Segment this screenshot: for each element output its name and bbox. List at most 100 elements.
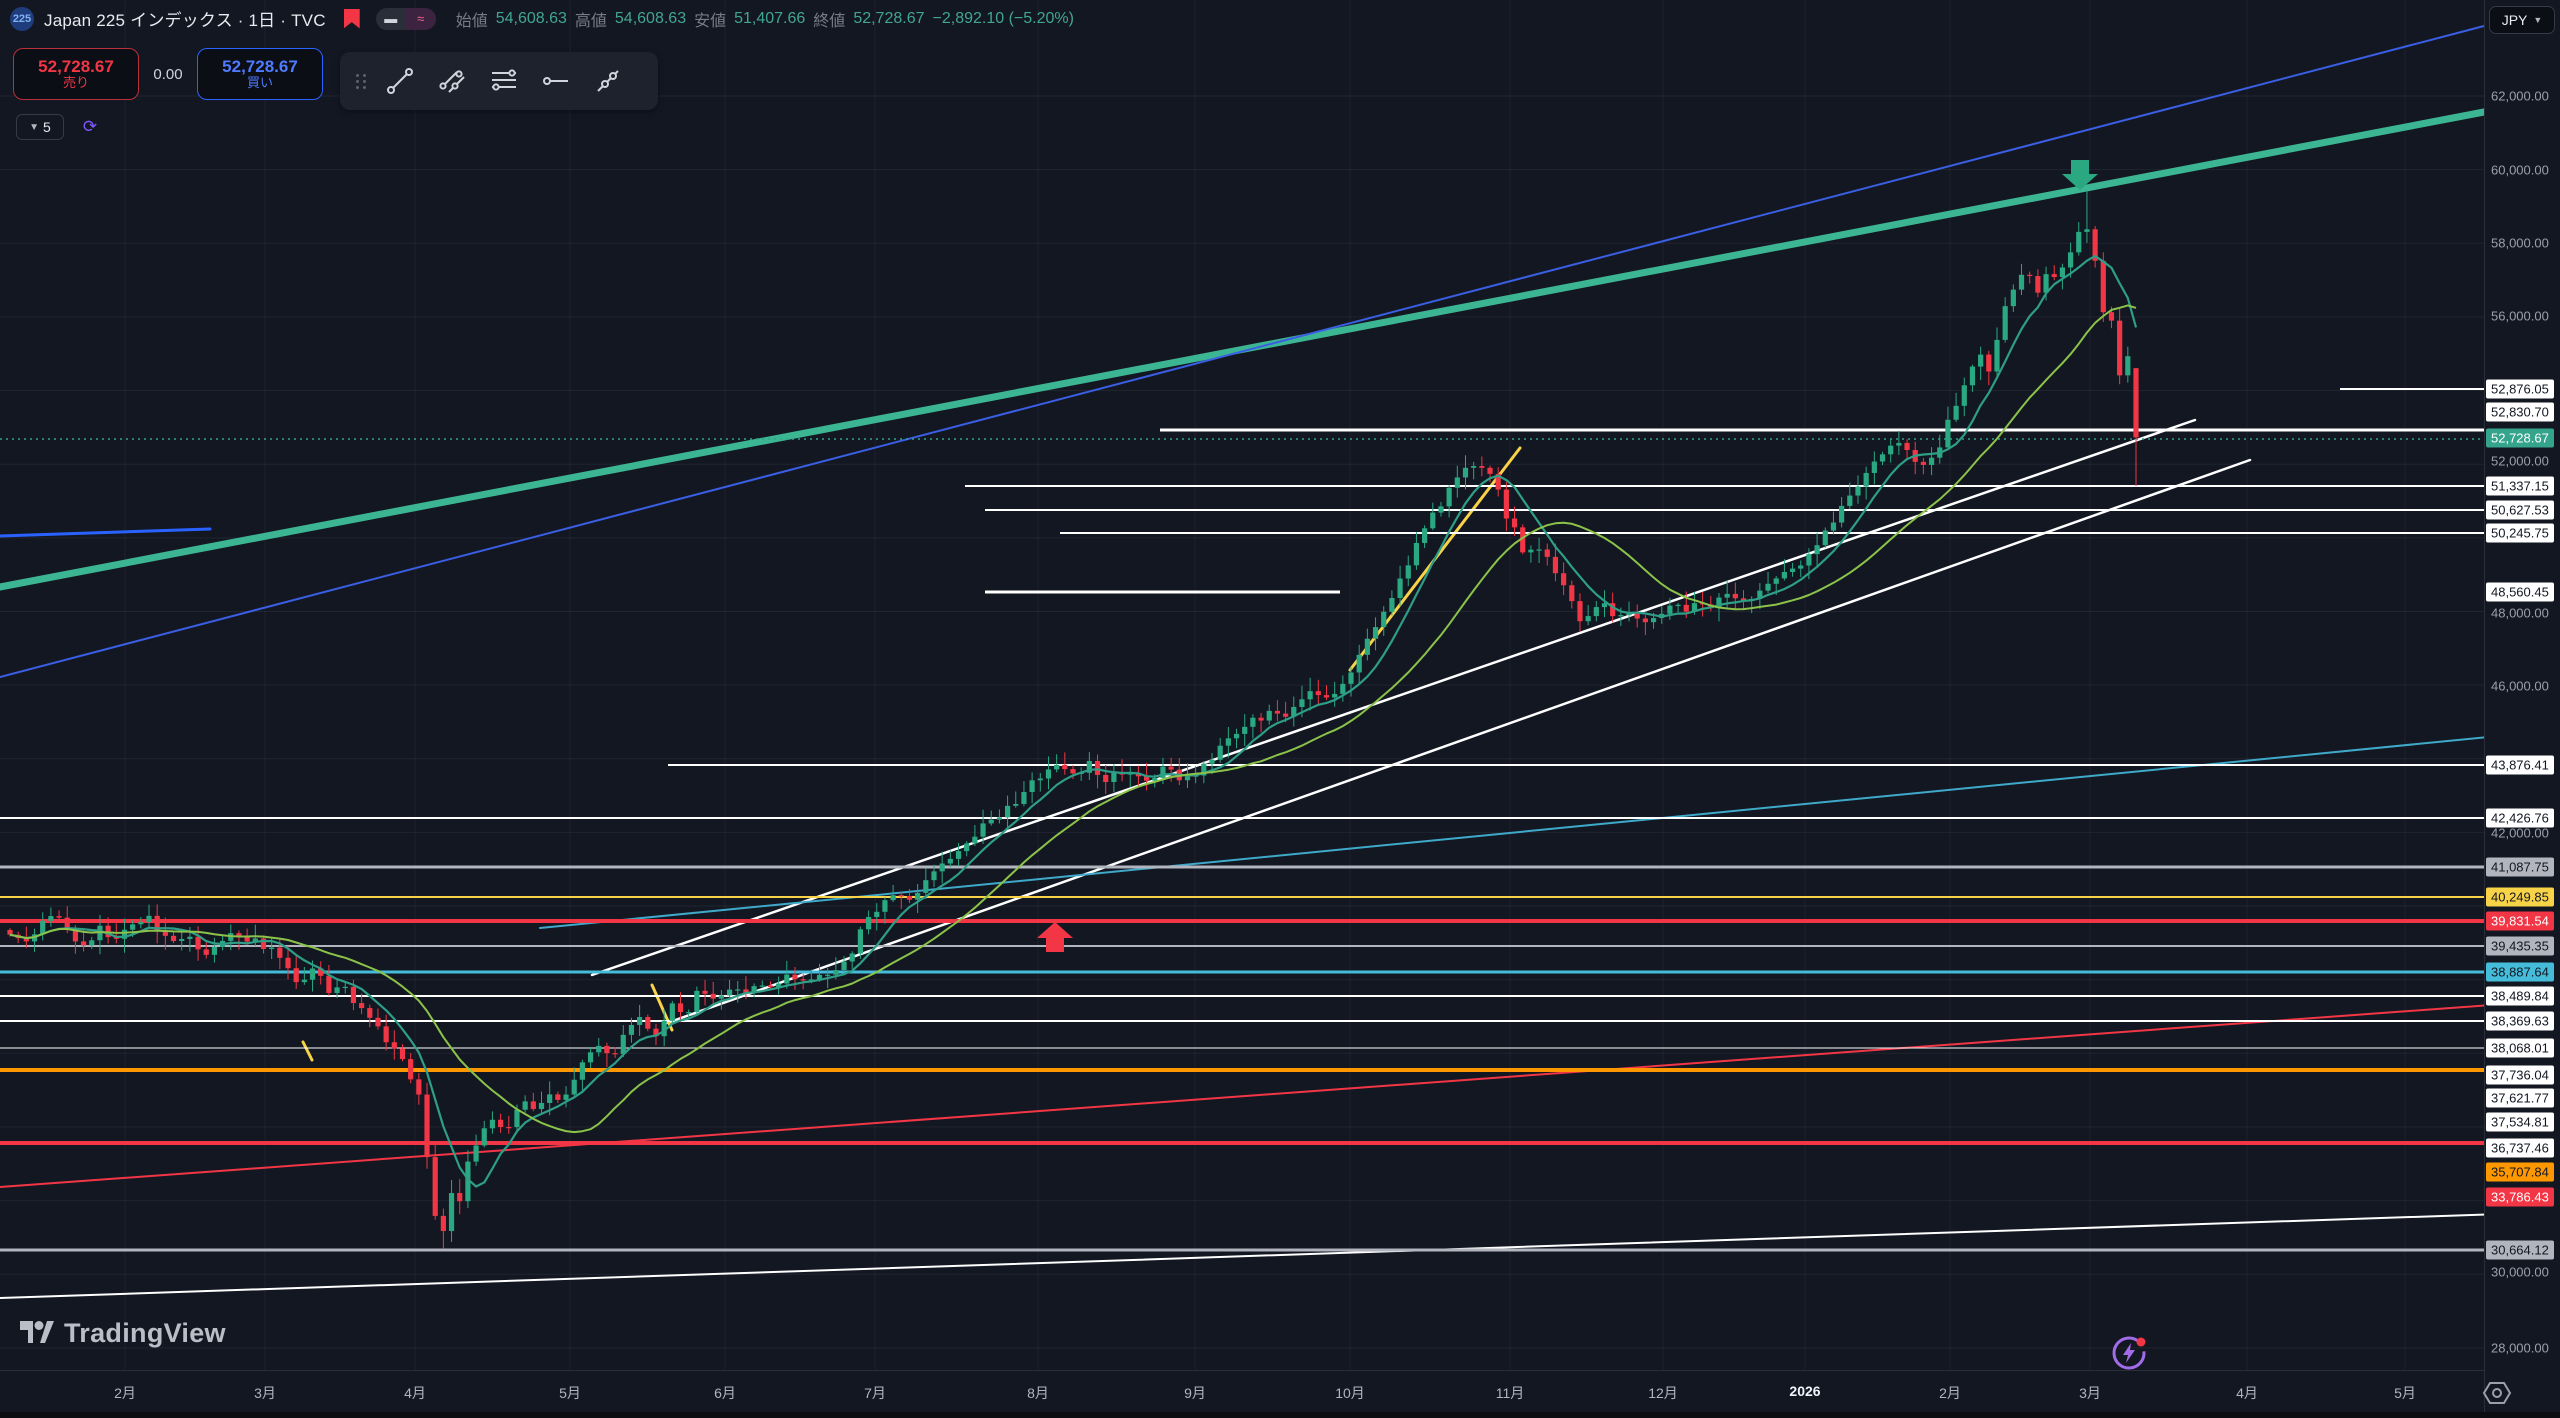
price-axis-label: 62,000.00 [2491,88,2549,104]
low-label: 安値 [694,12,727,30]
yellow-tick-1[interactable] [650,983,674,1032]
open-value: 54,608.63 [495,9,567,27]
price-level-label: 33,786.43 [2486,1187,2554,1207]
time-axis-label: 9月 [1184,1385,1206,1401]
refresh-icon[interactable]: ⟳ [82,117,98,136]
major-resistance-trendline[interactable] [0,108,2488,591]
change-value: −2,892.10 (−5.20%) [932,9,1074,27]
price-axis-label: 48,000.00 [2491,605,2549,621]
high-value: 54,608.63 [614,9,687,27]
price-level-label: 43,876.41 [2486,755,2554,775]
bottom-strip [0,1412,2560,1418]
blue-trendline[interactable] [0,25,2485,678]
drag-handle-icon[interactable] [348,73,374,89]
quantity-selector[interactable]: ▼ 5 [16,114,64,140]
time-axis-label: 4月 [404,1385,426,1401]
watermark-text: TradingView [64,1318,226,1348]
horizontal-ray-icon[interactable] [530,59,582,103]
chevron-down-icon: ▼ [29,121,40,133]
currency-selector-button[interactable]: JPY ▼ [2489,6,2555,34]
price-level-label: 50,245.75 [2486,523,2554,543]
price-level-label: 52,830.70 [2486,402,2554,422]
low-value: 51,407.66 [734,9,806,27]
tradingview-watermark: TradingView [20,1318,226,1349]
currency-label: JPY [2501,12,2528,28]
open-label: 始値 [455,12,488,30]
approx-toggle-icon[interactable]: ≈ [405,7,436,30]
time-axis-label: 5月 [2394,1385,2416,1401]
price-axis-label: 52,000.00 [2491,453,2549,469]
price-axis-label: 56,000.00 [2491,308,2549,324]
hexagon-settings-icon[interactable] [2481,1377,2513,1409]
arrow-down-marker[interactable] [2062,160,2098,190]
current-price-label: 52,728.67 [2486,428,2554,448]
price-level-label: 35,707.84 [2486,1162,2554,1182]
price-axis[interactable]: JPY ▼ 62,000.00 60,000.00 58,000.00 56,000.… [2484,0,2560,1418]
horizontal-lines-icon[interactable] [478,59,530,103]
symbol-legend: 225 Japan 225 インデックス · 1日 · TVC ▬ ≈ 始値 54… [10,6,1074,31]
time-axis[interactable]: 2月 3月 4月 5月 6月 7月 8月 9月 10月 11月 12月 2026 2月 3月 4月 5月 [0,1370,2560,1413]
price-level-label: 41,087.75 [2486,857,2554,877]
time-axis-label: 6月 [714,1385,736,1401]
buy-button[interactable]: 52,728.67 買い [197,48,323,100]
price-level-label: 38,369.63 [2486,1011,2554,1031]
price-axis-label: 30,000.00 [2491,1264,2549,1280]
price-axis-label: 60,000.00 [2491,162,2549,178]
sell-button[interactable]: 52,728.67 売り [13,48,139,100]
flag-icon[interactable] [343,8,360,29]
price-level-label: 38,887.64 [2486,962,2554,982]
cross-line-icon[interactable] [582,59,634,103]
ohlc-readout: 始値 54,608.63 高値 54,608.63 安値 51,407.66 終値 52… [456,7,1074,31]
cyan-trendline[interactable] [539,729,2560,929]
bar-style-toggle-icon[interactable]: ▬ [375,7,406,30]
price-axis-label: 28,000.00 [2491,1340,2549,1356]
parallel-channel-icon[interactable] [426,59,478,103]
white-bottom-trendline[interactable] [0,1211,2560,1299]
time-axis-label: 2026 [1789,1383,1821,1399]
legend-toggle-group: ▬ ≈ [375,7,436,30]
white-channel-upper[interactable] [590,418,2197,977]
symbol-title[interactable]: Japan 225 インデックス · 1日 · TVC [44,11,326,30]
moving-average-7[interactable] [9,255,2138,1188]
price-level-label: 52,876.05 [2486,379,2554,399]
sell-label: 売り [62,75,89,91]
time-axis-label: 2月 [114,1385,136,1401]
close-value: 52,728.67 [853,9,925,27]
spread-value: 0.00 [153,65,183,83]
moving-average-21[interactable] [9,304,2137,1134]
candlestick-series [7,190,2139,1249]
time-axis-label: 10月 [1335,1385,1365,1401]
time-axis-label: 5月 [559,1385,581,1401]
price-level-label: 36,737.46 [2486,1138,2554,1158]
symbol-logo[interactable]: 225 [10,6,34,31]
close-label: 終値 [813,12,846,30]
white-channel-lower[interactable] [665,458,2252,1025]
price-axis-label: 42,000.00 [2491,825,2549,841]
price-level-label: 37,736.04 [2486,1065,2554,1085]
price-level-label: 39,435.35 [2486,936,2554,956]
chevron-down-icon: ▼ [2533,15,2543,25]
time-axis-label: 7月 [864,1385,886,1401]
time-axis-label: 4月 [2236,1385,2258,1401]
blue-segment[interactable] [0,527,212,538]
time-axis-label: 11月 [1495,1385,1525,1401]
price-level-label: 37,534.81 [2486,1112,2554,1132]
arrow-up-marker[interactable] [1037,922,1073,952]
drawing-toolbar [340,52,658,110]
price-level-label: 37,621.77 [2486,1088,2554,1108]
yellow-tick-2[interactable] [301,1040,314,1062]
lightning-boost-icon[interactable] [2110,1334,2148,1372]
buy-label: 買い [246,75,273,91]
price-axis-label: 46,000.00 [2491,678,2549,694]
buy-price: 52,728.67 [222,56,298,76]
trend-line-icon[interactable] [374,59,426,103]
tradingview-logo-icon [20,1320,54,1343]
trade-panel: 52,728.67 売り 0.00 52,728.67 買い [13,48,323,100]
price-level-label: 38,068.01 [2486,1038,2554,1058]
price-level-label: 50,627.53 [2486,500,2554,520]
price-level-label: 40,249.85 [2486,887,2554,907]
time-axis-label: 3月 [2079,1385,2101,1401]
quantity-row: ▼ 5 ⟳ [16,114,102,140]
